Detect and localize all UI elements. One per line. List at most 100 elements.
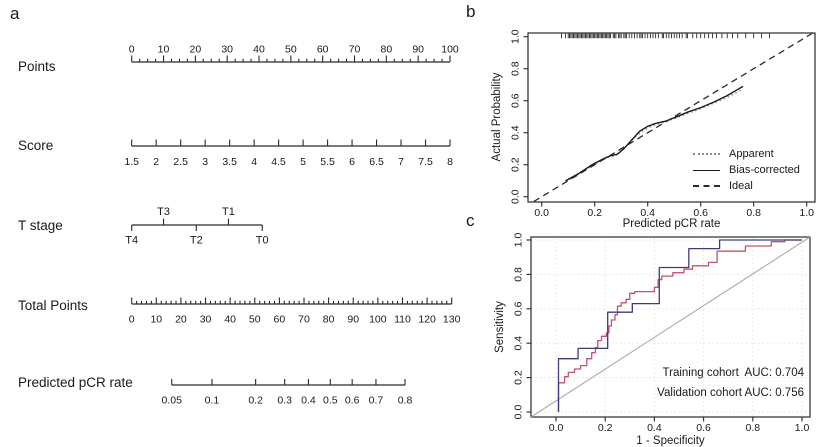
svg-text:1.5: 1.5 [124,156,139,168]
svg-text:T3: T3 [157,206,170,218]
svg-text:6: 6 [349,156,355,168]
svg-text:0.5: 0.5 [323,395,338,407]
svg-text:80: 80 [323,314,335,326]
nomogram-row-label-score: Score [18,138,54,153]
roc-x-axis-title: 1 - Specificity [636,435,705,447]
svg-text:0.4: 0.4 [513,336,525,351]
calibration-x-axis-title: Predicted pCR rate [622,218,721,230]
svg-text:1.0: 1.0 [513,233,525,248]
svg-text:50: 50 [285,44,297,56]
calibration-plot: 0.0 0.2 0.4 0.6 0.8 1.0 0.0 0.2 0.4 0.6 0.8 1.0 [510,29,816,219]
nomogram-row-label-points: Points [18,59,56,74]
validation-auc-text: Validation cohort AUC: 0.756 [657,387,804,399]
calibration-legend: Apparent Bias-corrected Ideal [693,146,800,194]
svg-text:7.5: 7.5 [418,156,433,168]
svg-text:20: 20 [175,314,187,326]
svg-text:60: 60 [274,314,286,326]
solid-line-icon [693,169,720,171]
svg-text:0.6: 0.6 [510,93,522,108]
svg-text:10: 10 [150,314,162,326]
svg-text:0.2: 0.2 [587,207,602,219]
svg-text:3.5: 3.5 [222,156,237,168]
svg-text:0.8: 0.8 [746,207,761,219]
svg-text:110: 110 [394,314,411,326]
svg-text:0.8: 0.8 [510,61,522,76]
panel-b-label: b [466,2,476,21]
legend-label-bias-corrected: Bias-corrected [729,164,800,176]
svg-text:0.0: 0.0 [549,422,564,434]
calibration-line-bias-corrected [565,85,744,182]
svg-text:0.1: 0.1 [205,395,220,407]
legend-row-bias-corrected: Bias-corrected [693,162,800,178]
svg-text:80: 80 [380,44,392,56]
score-axis: 1.5 2 2.5 3 3.5 4 4.5 5 5.5 6 6.5 7 7.5 8 [124,139,453,168]
roc-diagonal [530,236,811,418]
roc-y-axis-title: Sensitivity [494,301,506,353]
svg-text:0.4: 0.4 [647,422,662,434]
svg-text:0.4: 0.4 [301,395,316,407]
svg-text:70: 70 [349,44,361,56]
training-auc-text: Training cohort AUC: 0.704 [662,367,804,379]
svg-text:0.2: 0.2 [510,157,522,172]
svg-text:30: 30 [221,44,233,56]
t-stage-axis: T4 T3 T2 T1 T0 [125,206,268,247]
panel-c-label: c [466,211,475,230]
nomogram-row-label-pcr-rate: Predicted pCR rate [18,375,133,390]
dotted-line-icon [693,153,720,155]
svg-text:0.8: 0.8 [745,422,760,434]
svg-text:0.8: 0.8 [398,395,413,407]
svg-text:130: 130 [443,314,461,326]
nomogram-row-label-total-points: Total Points [18,298,88,313]
svg-text:1.0: 1.0 [799,207,814,219]
svg-text:0.7: 0.7 [369,395,384,407]
svg-text:0.6: 0.6 [696,422,711,434]
svg-text:0.3: 0.3 [277,395,292,407]
svg-text:T4: T4 [125,235,138,247]
calibration-y-axis-title: Actual Probability [491,72,503,162]
svg-text:0.6: 0.6 [693,207,708,219]
svg-text:0.8: 0.8 [513,267,525,282]
roc-plot: 0.0 0.2 0.4 0.6 0.8 1.0 0.0 0.2 0.4 0.6 0.8 1.0 [513,233,811,434]
legend-label-ideal: Ideal [729,180,753,192]
svg-text:0.0: 0.0 [513,405,525,420]
svg-text:4: 4 [251,156,257,168]
svg-text:60: 60 [317,44,329,56]
svg-text:8: 8 [447,156,453,168]
svg-text:2.5: 2.5 [173,156,188,168]
svg-text:T0: T0 [256,235,269,247]
svg-text:T1: T1 [222,206,235,218]
legend-row-apparent: Apparent [693,146,800,162]
roc-curve-training-cohort [557,239,802,412]
pcr-axis: 0.05 0.1 0.2 0.3 0.4 0.5 0.6 0.7 0.8 [161,379,412,407]
svg-text:1.0: 1.0 [510,29,522,44]
svg-text:5.5: 5.5 [320,156,335,168]
svg-text:0.2: 0.2 [598,422,613,434]
svg-text:0.6: 0.6 [345,395,360,407]
svg-text:70: 70 [298,314,310,326]
svg-text:40: 40 [253,44,265,56]
svg-text:3: 3 [202,156,208,168]
svg-text:100: 100 [369,314,387,326]
svg-text:0.2: 0.2 [248,395,263,407]
svg-text:2: 2 [153,156,159,168]
panel-a-label: a [10,4,20,23]
points-axis: 0 10 20 30 40 50 60 70 80 90 100 [129,44,459,63]
legend-label-apparent: Apparent [729,148,774,160]
svg-text:0: 0 [129,44,135,56]
svg-text:120: 120 [418,314,436,326]
total-points-axis: 0 10 20 30 40 50 60 70 80 90 100 110 120 130 [129,297,461,326]
svg-text:40: 40 [224,314,236,326]
svg-text:5: 5 [300,156,306,168]
svg-text:4.5: 4.5 [271,156,286,168]
svg-text:90: 90 [347,314,359,326]
svg-text:0.4: 0.4 [510,125,522,140]
svg-text:30: 30 [200,314,212,326]
svg-text:0.6: 0.6 [513,301,525,316]
dashed-line-icon [693,185,720,187]
nomogram-row-label-t-stage: T stage [18,218,63,233]
roc-curve-validation-cohort [557,239,802,412]
svg-text:0.0: 0.0 [534,207,549,219]
svg-text:50: 50 [249,314,261,326]
